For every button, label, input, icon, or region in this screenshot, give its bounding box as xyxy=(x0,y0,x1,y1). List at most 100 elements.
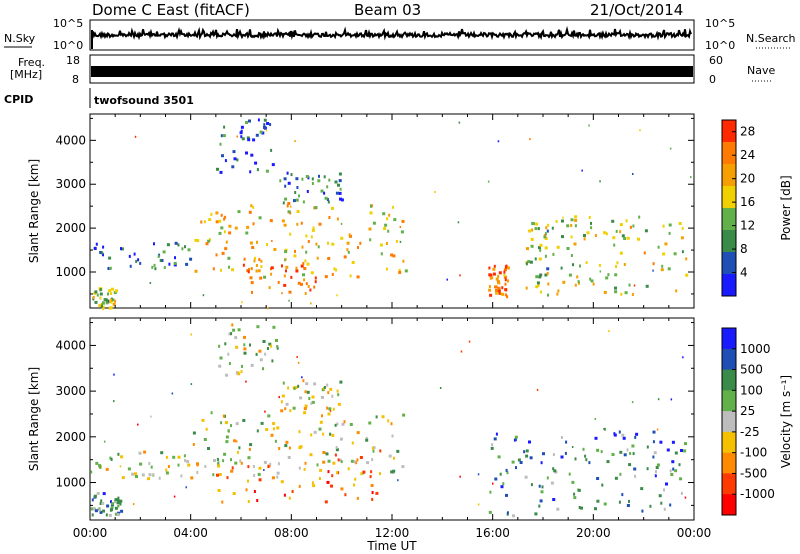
data-cell xyxy=(241,364,243,368)
data-cell xyxy=(225,373,229,377)
data-cell xyxy=(577,280,580,284)
data-cell xyxy=(210,212,213,216)
colorbar-swatch xyxy=(722,494,736,516)
data-cell xyxy=(336,422,339,426)
data-cell xyxy=(249,443,253,447)
data-cell xyxy=(326,198,329,201)
data-cell xyxy=(297,361,300,364)
data-cell xyxy=(232,328,236,332)
data-cell xyxy=(183,454,186,458)
data-cell xyxy=(588,215,591,219)
colorbar-tick-label: -1000 xyxy=(740,487,775,501)
data-cell xyxy=(252,465,255,468)
data-cell xyxy=(233,439,237,443)
data-cell xyxy=(655,466,659,469)
data-cell xyxy=(269,123,272,126)
data-cell xyxy=(659,440,663,444)
data-cell xyxy=(154,267,157,271)
data-cell xyxy=(375,415,378,419)
data-cell xyxy=(117,452,120,456)
data-cell xyxy=(338,179,342,183)
data-cell xyxy=(295,177,299,181)
data-cell xyxy=(618,430,621,434)
data-cell xyxy=(300,221,303,225)
freq-label-line2: [MHz] xyxy=(10,68,42,81)
data-cell xyxy=(112,302,116,306)
colorbar-frame xyxy=(721,327,737,516)
data-cell xyxy=(565,440,568,444)
data-cell xyxy=(631,401,634,404)
data-cell xyxy=(147,477,150,481)
data-cell xyxy=(265,129,268,132)
data-cell xyxy=(657,398,660,401)
data-cell xyxy=(683,449,687,453)
data-cell xyxy=(537,284,540,287)
data-cell xyxy=(310,235,313,239)
data-cell xyxy=(318,174,320,178)
data-cell xyxy=(652,269,654,272)
data-cell xyxy=(649,504,652,508)
data-cell xyxy=(303,267,307,270)
data-cell xyxy=(91,513,94,517)
data-cell xyxy=(319,420,323,424)
data-cell xyxy=(283,493,286,497)
data-cell xyxy=(690,176,692,179)
data-cell xyxy=(331,433,335,437)
data-cell xyxy=(388,454,392,458)
data-cell xyxy=(390,470,394,474)
data-cell xyxy=(99,510,103,514)
data-cell xyxy=(138,451,142,455)
data-cell xyxy=(225,440,229,444)
velocity-y-label: Slant Range [km] xyxy=(27,367,41,471)
data-cell xyxy=(628,463,632,467)
data-cell xyxy=(295,269,299,273)
data-cell xyxy=(355,461,358,465)
data-cell xyxy=(393,218,397,222)
data-cell xyxy=(216,167,219,171)
data-cell xyxy=(313,382,317,386)
data-cell xyxy=(207,447,210,450)
colorbar-swatch xyxy=(722,274,736,297)
y-tick-label: 1000 xyxy=(55,265,86,279)
data-cell xyxy=(271,359,274,363)
colorbar-swatch xyxy=(722,208,736,231)
data-cell xyxy=(383,227,387,230)
data-cell xyxy=(622,436,626,440)
data-cell xyxy=(242,263,245,267)
data-cell xyxy=(243,257,246,261)
data-cell xyxy=(663,507,666,511)
data-cell xyxy=(255,269,258,273)
data-cell xyxy=(496,292,498,295)
y-tick-label: 2000 xyxy=(55,430,86,444)
data-cell xyxy=(322,451,326,454)
data-cell xyxy=(628,283,631,287)
data-cell xyxy=(631,293,634,296)
data-cell xyxy=(234,336,238,340)
data-cell xyxy=(102,245,105,249)
data-cell xyxy=(581,169,583,172)
data-cell xyxy=(324,196,328,200)
data-cell xyxy=(552,498,556,501)
data-cell xyxy=(234,461,238,465)
data-cell xyxy=(488,266,491,270)
data-cell xyxy=(347,250,350,254)
data-cell xyxy=(96,293,99,297)
data-cell xyxy=(94,246,97,250)
data-cell xyxy=(217,464,221,468)
data-cell xyxy=(296,356,298,358)
data-cell xyxy=(538,504,541,508)
data-cell xyxy=(336,294,338,297)
data-cell xyxy=(278,396,280,399)
data-cell xyxy=(492,482,494,485)
data-cell xyxy=(261,131,265,135)
data-cell xyxy=(217,462,219,466)
data-cell xyxy=(257,472,261,476)
data-cell xyxy=(258,349,262,353)
data-cell xyxy=(579,264,581,268)
data-cell xyxy=(212,473,215,477)
nsearch-label: N.Search xyxy=(746,32,796,45)
data-cell xyxy=(270,433,274,437)
data-cell xyxy=(680,491,683,495)
data-cell xyxy=(173,495,176,498)
